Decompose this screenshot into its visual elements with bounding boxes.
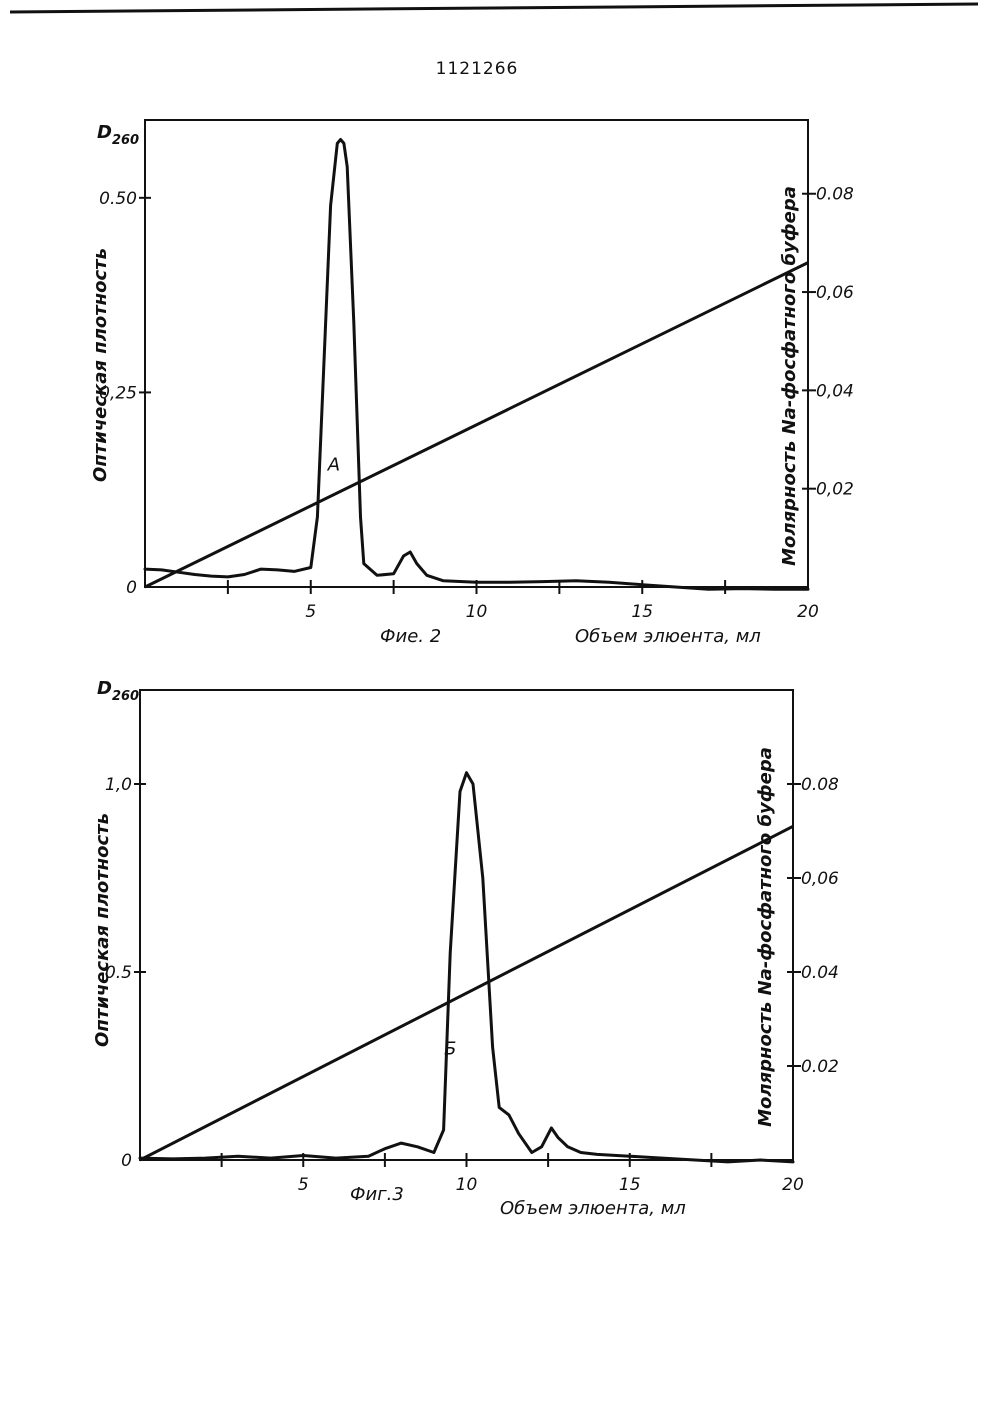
fig3-y2-tick-label-3: 0.08 bbox=[801, 775, 839, 795]
fig3-y2-tick-label-2: 0,06 bbox=[801, 869, 839, 889]
fig3-ticks: 5 10 15 20 0 0.5 1,0 0.02 0.04 0,06 0.08 bbox=[105, 775, 839, 1195]
fig3-x-tick-label-1: 10 bbox=[456, 1175, 478, 1195]
fig2-y-tick-label-2: 0.50 bbox=[99, 189, 137, 209]
fig2-peak-label-0: А bbox=[327, 454, 340, 475]
fig2-y2-label: Молярность Na-фосфатного буфера bbox=[779, 186, 800, 566]
fig3-y-tick-label-0: 0 bbox=[121, 1151, 132, 1171]
fig3-x-tick-label-3: 20 bbox=[782, 1175, 804, 1195]
fig2-y-tick-label-1: 0,25 bbox=[99, 383, 137, 403]
fig2-x-label: Объем элюента, мл bbox=[575, 626, 761, 647]
fig2-gradient-line bbox=[145, 263, 808, 587]
fig3-absorbance-curve bbox=[140, 773, 793, 1162]
fig2-annotations: А bbox=[327, 454, 340, 475]
fig2-y2-tick-label-2: 0,06 bbox=[816, 283, 854, 303]
fig3-x-tick-label-2: 15 bbox=[619, 1175, 641, 1195]
fig3-annotations: Б bbox=[444, 1039, 456, 1060]
fig3-frame bbox=[140, 690, 793, 1160]
fig2-frame bbox=[145, 120, 808, 587]
fig3-gradient-line bbox=[140, 826, 793, 1160]
fig3-caption: Фиг.3 bbox=[350, 1184, 404, 1205]
fig2-x-tick-label-1: 10 bbox=[466, 602, 488, 622]
fig3-y2-label: Молярность Na-фосфатного буфера bbox=[755, 747, 776, 1127]
fig2-y2-tick-label-1: 0,04 bbox=[816, 381, 854, 401]
fig2-caption: Фие. 2 bbox=[380, 626, 441, 647]
fig3-y-tick-label-1: 0.5 bbox=[105, 963, 132, 983]
chart-fig2: D260 Оптическая плотность Молярность Na-… bbox=[90, 120, 854, 647]
fig2-x-tick-label-3: 20 bbox=[797, 602, 819, 622]
fig2-y-label: Оптическая плотность bbox=[90, 248, 111, 482]
fig2-absorbance-curve bbox=[145, 140, 808, 590]
fig3-y2-tick-label-0: 0.02 bbox=[801, 1057, 839, 1077]
fig2-y-symbol: D260 bbox=[97, 122, 139, 148]
fig2-y2-tick-label-3: 0.08 bbox=[816, 185, 854, 205]
fig3-x-tick-label-0: 5 bbox=[298, 1175, 309, 1195]
chart-fig3: D260 Оптическая плотность Молярность Na-… bbox=[92, 678, 839, 1219]
page-top-border bbox=[10, 4, 978, 12]
fig3-y-label: Оптическая плотность bbox=[92, 813, 113, 1047]
fig2-y2-tick-label-0: 0,02 bbox=[816, 480, 854, 500]
fig3-y-symbol: D260 bbox=[97, 678, 139, 704]
fig3-y2-tick-label-1: 0.04 bbox=[801, 963, 839, 983]
fig3-peak-label-0: Б bbox=[444, 1039, 456, 1060]
fig2-ticks: 5 10 15 20 0 0,25 0.50 0,02 0,04 0,06 0.08 bbox=[99, 185, 854, 622]
fig2-x-tick-label-2: 15 bbox=[631, 602, 653, 622]
fig2-y-tick-label-0: 0 bbox=[126, 578, 137, 598]
fig2-x-tick-label-0: 5 bbox=[305, 602, 316, 622]
fig3-y-tick-label-2: 1,0 bbox=[105, 775, 132, 795]
fig3-x-label: Объем элюента, мл bbox=[500, 1198, 686, 1219]
page-number: 1121266 bbox=[436, 59, 519, 79]
